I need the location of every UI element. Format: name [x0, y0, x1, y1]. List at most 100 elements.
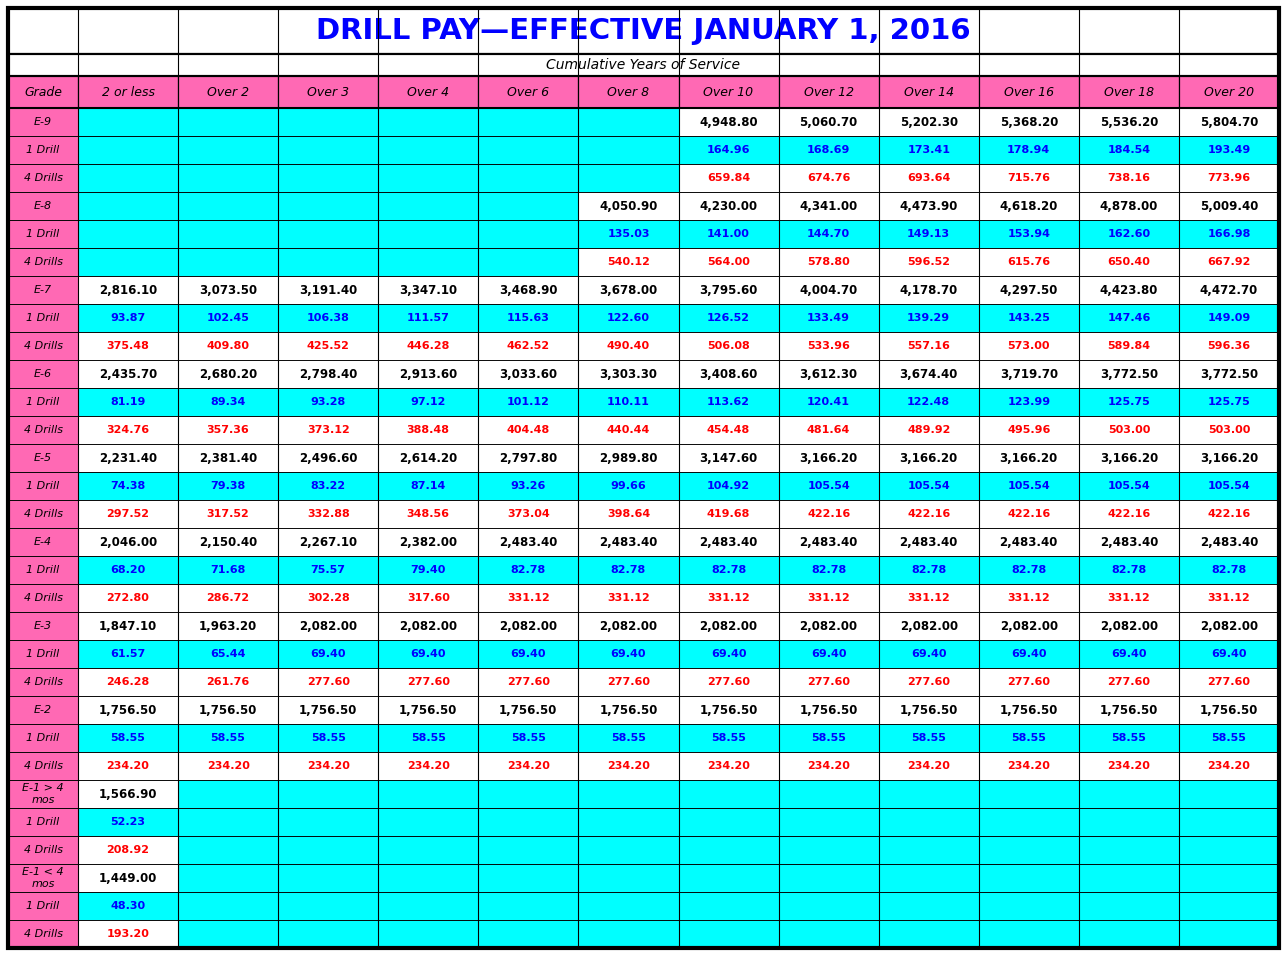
Bar: [879, 304, 978, 332]
Bar: [879, 164, 978, 192]
Bar: [79, 220, 178, 248]
Bar: [378, 752, 479, 780]
Text: 3,347.10: 3,347.10: [399, 284, 457, 296]
Bar: [278, 304, 378, 332]
Bar: [978, 780, 1079, 808]
Text: Over 4: Over 4: [407, 85, 449, 98]
Bar: [8, 108, 79, 136]
Text: 2,483.40: 2,483.40: [1099, 535, 1158, 549]
Text: 4 Drills: 4 Drills: [23, 341, 63, 351]
Text: 388.48: 388.48: [407, 425, 449, 435]
Bar: [1079, 360, 1179, 388]
Text: 173.41: 173.41: [907, 145, 950, 155]
Text: 82.78: 82.78: [1111, 565, 1147, 575]
Bar: [578, 528, 678, 556]
Text: 2,798.40: 2,798.40: [299, 367, 358, 380]
Bar: [178, 864, 278, 892]
Text: 715.76: 715.76: [1008, 173, 1050, 183]
Bar: [178, 808, 278, 836]
Bar: [8, 304, 79, 332]
Bar: [1179, 780, 1279, 808]
Text: 481.64: 481.64: [807, 425, 851, 435]
Text: 168.69: 168.69: [807, 145, 851, 155]
Text: 596.36: 596.36: [1207, 341, 1251, 351]
Bar: [8, 416, 79, 444]
Text: 2,082.00: 2,082.00: [399, 619, 457, 633]
Text: 193.49: 193.49: [1207, 145, 1251, 155]
Bar: [178, 76, 278, 108]
Bar: [8, 54, 1279, 76]
Bar: [978, 556, 1079, 584]
Bar: [479, 836, 578, 864]
Bar: [8, 220, 79, 248]
Bar: [1079, 444, 1179, 472]
Bar: [1179, 724, 1279, 752]
Text: 153.94: 153.94: [1008, 229, 1050, 239]
Text: 105.54: 105.54: [1207, 481, 1251, 491]
Bar: [678, 136, 779, 164]
Text: 93.26: 93.26: [511, 481, 546, 491]
Text: 75.57: 75.57: [310, 565, 346, 575]
Text: 69.40: 69.40: [1012, 649, 1046, 659]
Text: Over 18: Over 18: [1104, 85, 1154, 98]
Bar: [378, 836, 479, 864]
Bar: [879, 108, 978, 136]
Text: 578.80: 578.80: [807, 257, 849, 267]
Text: 2,082.00: 2,082.00: [499, 619, 557, 633]
Bar: [378, 248, 479, 276]
Bar: [779, 612, 879, 640]
Bar: [678, 416, 779, 444]
Bar: [178, 388, 278, 416]
Text: 3,408.60: 3,408.60: [699, 367, 758, 380]
Bar: [278, 164, 378, 192]
Bar: [178, 304, 278, 332]
Text: 61.57: 61.57: [111, 649, 145, 659]
Bar: [8, 920, 79, 948]
Bar: [978, 276, 1079, 304]
Bar: [1079, 136, 1179, 164]
Bar: [879, 752, 978, 780]
Text: 58.55: 58.55: [1112, 733, 1147, 743]
Bar: [479, 920, 578, 948]
Bar: [178, 276, 278, 304]
Bar: [779, 136, 879, 164]
Text: DRILL PAY—EFFECTIVE JANUARY 1, 2016: DRILL PAY—EFFECTIVE JANUARY 1, 2016: [317, 17, 970, 45]
Text: 2,483.40: 2,483.40: [799, 535, 858, 549]
Bar: [8, 388, 79, 416]
Bar: [178, 612, 278, 640]
Bar: [378, 220, 479, 248]
Bar: [678, 220, 779, 248]
Bar: [378, 556, 479, 584]
Bar: [678, 780, 779, 808]
Text: 286.72: 286.72: [206, 593, 250, 603]
Bar: [8, 136, 79, 164]
Bar: [678, 892, 779, 920]
Bar: [879, 696, 978, 724]
Bar: [479, 192, 578, 220]
Bar: [8, 836, 79, 864]
Text: 2,231.40: 2,231.40: [99, 451, 157, 465]
Bar: [1179, 388, 1279, 416]
Bar: [479, 332, 578, 360]
Bar: [779, 528, 879, 556]
Bar: [978, 136, 1079, 164]
Text: 2,483.40: 2,483.40: [499, 535, 557, 549]
Text: E-2: E-2: [33, 705, 51, 715]
Bar: [479, 416, 578, 444]
Text: 2,082.00: 2,082.00: [1199, 619, 1257, 633]
Bar: [578, 332, 678, 360]
Text: 495.96: 495.96: [1008, 425, 1050, 435]
Text: 331.12: 331.12: [1008, 593, 1050, 603]
Bar: [278, 920, 378, 948]
Text: 166.98: 166.98: [1207, 229, 1251, 239]
Bar: [178, 332, 278, 360]
Bar: [378, 444, 479, 472]
Bar: [879, 668, 978, 696]
Text: 58.55: 58.55: [310, 733, 346, 743]
Bar: [79, 500, 178, 528]
Bar: [578, 640, 678, 668]
Text: 2,082.00: 2,082.00: [299, 619, 358, 633]
Bar: [678, 668, 779, 696]
Bar: [779, 276, 879, 304]
Text: 58.55: 58.55: [712, 733, 746, 743]
